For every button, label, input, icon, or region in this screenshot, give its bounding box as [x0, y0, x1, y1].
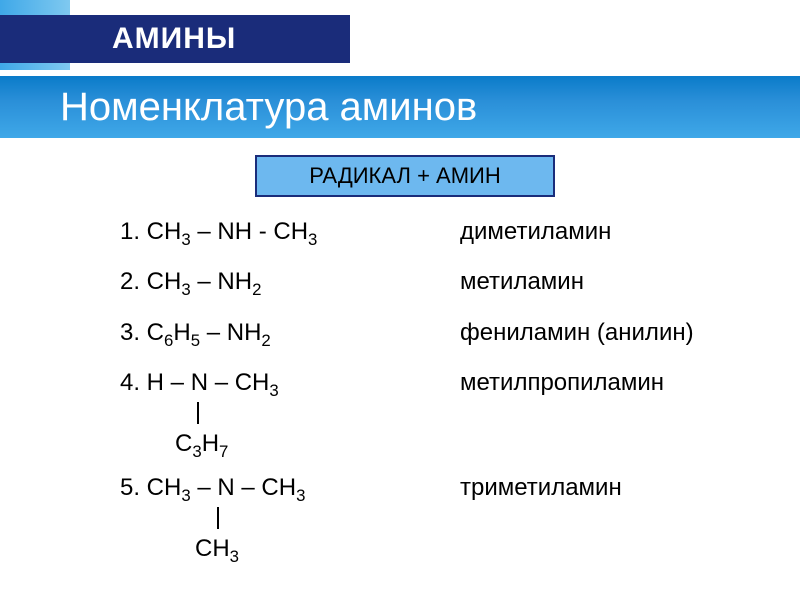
naming-rule: РАДИКАЛ + АМИН	[309, 163, 501, 189]
example-row: 2. CH3 – NH2метиламин	[0, 265, 800, 301]
compound-name: диметиламин	[460, 215, 611, 249]
example-row: 1. CH3 – NH - CH3диметиламин	[0, 215, 800, 251]
formula: 4. H – N – CH3	[0, 366, 460, 402]
formula: 5. CH3 – N – CH3	[0, 471, 460, 507]
category-label: АМИНЫ	[112, 22, 236, 56]
compound-name: метиламин	[460, 265, 584, 299]
category-banner: АМИНЫ	[0, 15, 350, 63]
compound-name: триметиламин	[460, 471, 622, 505]
formula: 3. C6H5 – NH2	[0, 316, 460, 352]
page-title: Номенклатура аминов	[60, 85, 477, 130]
compound-name: метилпропиламин	[460, 366, 664, 400]
title-banner: Номенклатура аминов	[0, 76, 800, 138]
formula: 1. CH3 – NH - CH3	[0, 215, 460, 251]
naming-rule-box: РАДИКАЛ + АМИН	[255, 155, 555, 197]
formula-branch: C3H7	[0, 402, 800, 461]
formula-branch: CH3	[0, 507, 800, 566]
example-row: 4. H – N – CH3метилпропиламин	[0, 366, 800, 402]
formula: 2. CH3 – NH2	[0, 265, 460, 301]
content-area: 1. CH3 – NH - CH3диметиламин2. CH3 – NH2…	[0, 215, 800, 566]
example-row: 3. C6H5 – NH2фениламин (анилин)	[0, 316, 800, 352]
compound-name: фениламин (анилин)	[460, 316, 694, 350]
example-row: 5. CH3 – N – CH3триметиламин	[0, 471, 800, 507]
